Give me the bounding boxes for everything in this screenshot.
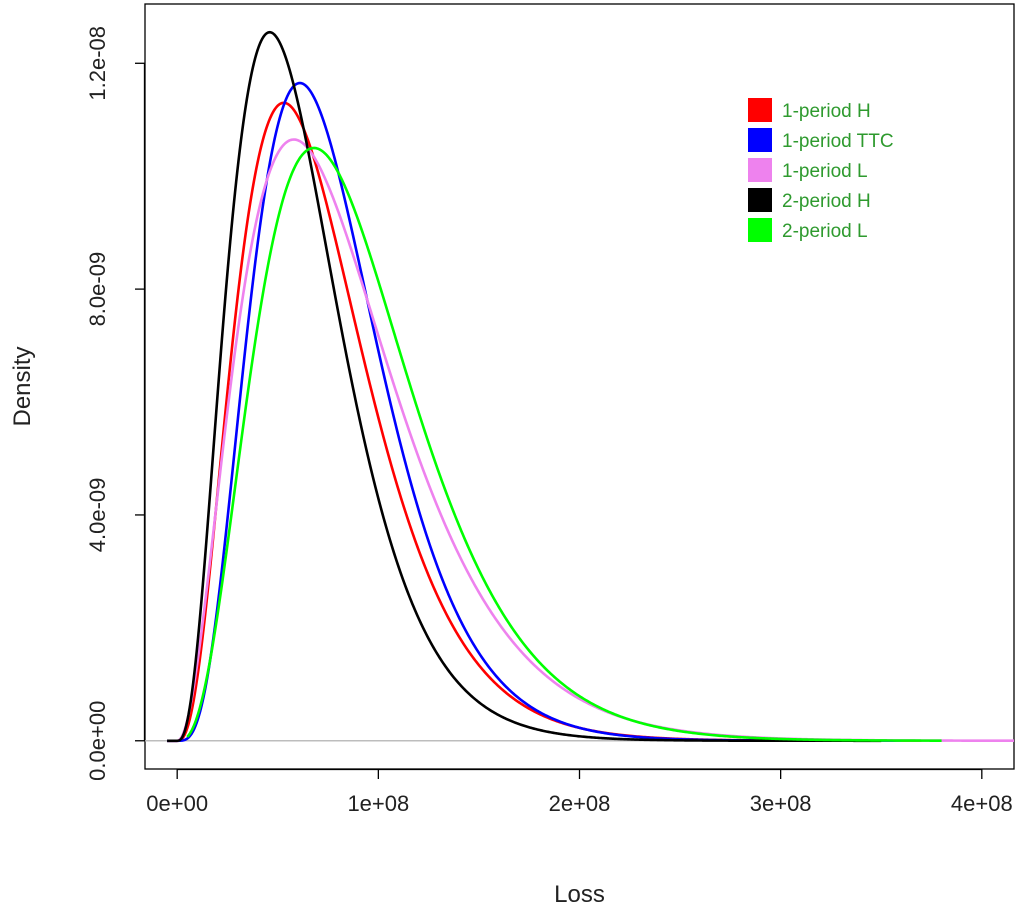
series-line-2-period-l	[186, 146, 942, 742]
x-tick-label: 3e+08	[750, 791, 812, 816]
y-tick-label: 0.0e+00	[85, 701, 110, 781]
y-tick-label: 4.0e-09	[85, 478, 110, 553]
legend-swatch	[748, 218, 772, 242]
legend-label: 2-period H	[782, 191, 871, 212]
y-tick-label: 1.2e-08	[85, 26, 110, 101]
x-tick-label: 4e+08	[951, 791, 1013, 816]
legend-label: 1-period TTC	[782, 131, 894, 152]
y-axis-title: Density	[9, 346, 36, 426]
series-line-1-period-l	[173, 138, 1014, 743]
x-axis-title: Loss	[554, 881, 605, 908]
x-tick-label: 0e+00	[146, 791, 208, 816]
x-tick-label: 2e+08	[549, 791, 611, 816]
y-axis: 0.0e+00 4.0e-09 8.0e-09 1.2e-08	[85, 26, 146, 781]
x-axis: 0e+00 1e+08 2e+08 3e+08 4e+08	[146, 768, 1013, 816]
legend-label: 2-period L	[782, 221, 868, 242]
series-line-2-period-h	[167, 30, 882, 743]
y-tick-label: 8.0e-09	[85, 252, 110, 327]
x-tick-label: 1e+08	[347, 791, 409, 816]
density-lines	[167, 30, 1014, 743]
legend-label: 1-period H	[782, 101, 871, 122]
legend-label: 1-period L	[782, 161, 868, 182]
legend: 1-period H 1-period TTC 1-period L 2-period…	[748, 98, 894, 242]
plot-box	[144, 3, 1015, 770]
legend-swatch	[748, 188, 772, 212]
legend-swatch	[748, 128, 772, 152]
legend-swatch	[748, 98, 772, 122]
legend-swatch	[748, 158, 772, 182]
